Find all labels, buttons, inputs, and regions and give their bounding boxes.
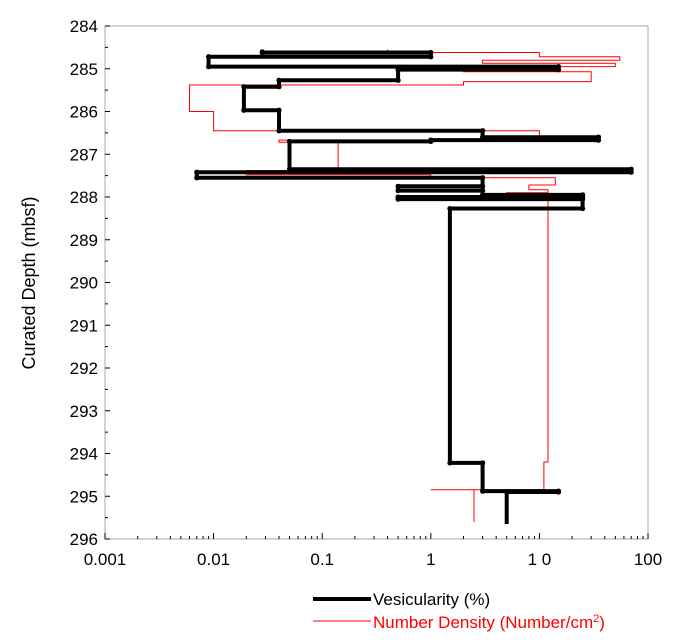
vesicularity-point [480, 460, 486, 466]
x-tick-label: 100 [634, 550, 662, 569]
y-axis-title: Curated Depth (mbsf) [19, 196, 39, 369]
vesicularity-point [428, 138, 434, 145]
legend: Vesicularity (%) Number Density (Number/… [313, 590, 605, 632]
vesicularity-point [194, 169, 200, 175]
vesicularity-point [276, 128, 282, 134]
vesicularity-point [194, 175, 200, 181]
x-tick-label: 1 [426, 550, 435, 569]
y-axis: 284 285 286 287 288 289 290 291 292 293 294 295 296 [70, 17, 110, 549]
legend-label-vesicularity: Vesicularity (%) [373, 590, 490, 609]
vesicularity-point [480, 187, 486, 194]
vesicularity-point [395, 187, 401, 194]
vesicularity-point [276, 77, 282, 83]
vesicularity-point [395, 77, 401, 83]
vesicularity-point [504, 489, 510, 495]
x-tick-label: 1 0 [528, 550, 552, 569]
legend-label-number-density: Number Density (Number/cm2) [373, 613, 605, 632]
y-tick-label: 287 [70, 145, 98, 164]
vesicularity-point [241, 84, 247, 90]
y-tick-label: 293 [70, 402, 98, 421]
vesicularity-point [206, 54, 212, 60]
vesicularity-point [286, 166, 293, 172]
vesicularity-point [480, 175, 486, 181]
vesicularity-point [395, 67, 401, 73]
vesicularity-point [580, 196, 586, 202]
y-tick-label: 294 [70, 445, 98, 464]
vesicularity-point [480, 134, 486, 140]
series-layer [189, 49, 634, 524]
vesicularity-point [259, 49, 265, 56]
vesicularity-point [628, 169, 634, 175]
series-vesicularity-line [194, 49, 634, 524]
vesicularity-point [428, 54, 434, 60]
x-tick-label: 0.001 [84, 550, 127, 569]
y-tick-label: 284 [70, 17, 98, 36]
vesicularity-point [395, 183, 401, 189]
vesicularity-point [447, 205, 453, 212]
y-tick-label: 292 [70, 359, 98, 378]
vesicularity-point [206, 64, 212, 70]
vesicularity-point [276, 107, 282, 113]
vesicularity-point [276, 84, 282, 90]
vesicularity-point [428, 49, 434, 56]
y-tick-label: 286 [70, 103, 98, 122]
vesicularity-point [447, 460, 453, 466]
y-tick-label: 289 [70, 231, 98, 250]
vesicularity-point [580, 205, 586, 212]
y-tick-label: 285 [70, 60, 98, 79]
y-tick-label: 296 [70, 530, 98, 549]
y-tick-label: 290 [70, 274, 98, 293]
vesicularity-point [480, 488, 486, 494]
x-tick-label: 0.01 [197, 550, 230, 569]
plot-area [104, 25, 649, 540]
vesicularity-point [555, 489, 562, 495]
vesicularity-point [241, 107, 247, 113]
vesicularity-point [480, 192, 486, 198]
vesicularity-point [480, 128, 486, 134]
vesicularity-point [480, 183, 486, 189]
vesicularity-point [286, 138, 293, 145]
y-tick-label: 295 [70, 487, 98, 506]
vesicularity-point [595, 137, 602, 143]
y-tick-label: 288 [70, 188, 98, 207]
vesicularity-point [555, 67, 562, 73]
x-axis: 0.001 0.01 0.1 1 1 0 100 [84, 533, 662, 569]
vesicularity-point [395, 196, 401, 202]
y-tick-label: 291 [70, 316, 98, 335]
x-tick-label: 0.1 [310, 550, 334, 569]
